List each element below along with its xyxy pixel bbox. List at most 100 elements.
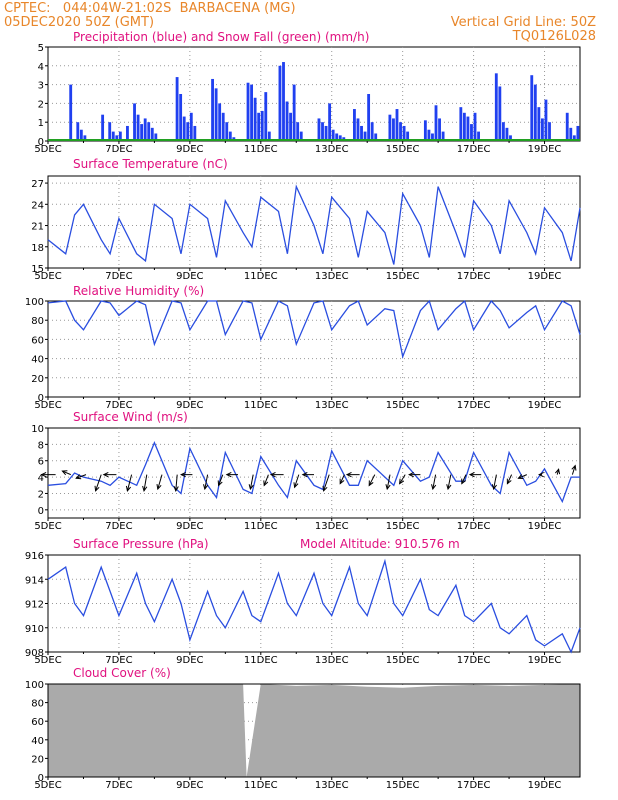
precip-bar bbox=[264, 92, 268, 141]
wind-arrow-head bbox=[446, 484, 452, 491]
wind-arrow-head bbox=[322, 485, 328, 492]
wind-arrow-head bbox=[571, 464, 577, 471]
panel-frame bbox=[47, 300, 581, 398]
precip-bar bbox=[292, 84, 296, 141]
wind-arrow-head bbox=[248, 484, 254, 491]
x-tick-label: 15DEC bbox=[386, 780, 420, 791]
x-tick-label: 17DEC bbox=[457, 655, 491, 666]
precip-bar bbox=[533, 84, 537, 141]
y-tick-label: 3 bbox=[38, 81, 44, 92]
panel-annotation: Model Altitude: 910.576 m bbox=[300, 537, 460, 551]
x-tick-label: 15DEC bbox=[386, 655, 420, 666]
precip-bar bbox=[470, 124, 473, 141]
y-tick-label: 4 bbox=[38, 473, 44, 484]
y-tick-label: 0 bbox=[38, 137, 44, 148]
wind-arrow-head bbox=[345, 472, 352, 478]
x-tick-label: 5DEC bbox=[34, 655, 61, 666]
precip-bar bbox=[285, 101, 289, 141]
precip-bar bbox=[331, 129, 335, 141]
precip-bar bbox=[335, 133, 339, 141]
wind-arrow bbox=[263, 474, 269, 486]
wind-arrow-head bbox=[538, 472, 544, 478]
y-tick-label: 10 bbox=[31, 424, 44, 435]
y-tick-label: 8 bbox=[38, 440, 44, 451]
x-tick-label: 5DEC bbox=[34, 144, 61, 155]
wind-arrow bbox=[493, 474, 497, 490]
x-tick-label: 7DEC bbox=[105, 400, 132, 411]
precip-bar bbox=[111, 131, 115, 141]
y-tick-label: 20 bbox=[31, 754, 44, 765]
wind-arrow-head bbox=[263, 480, 269, 487]
x-tick-label: 9DEC bbox=[176, 521, 203, 532]
y-tick-label: 1 bbox=[38, 118, 44, 129]
precip-bar bbox=[459, 107, 463, 141]
wind-arrow-head bbox=[517, 474, 524, 479]
precip-bar bbox=[338, 135, 342, 141]
precip-bar bbox=[501, 122, 505, 141]
precip-bar bbox=[569, 127, 573, 141]
x-tick-label: 11DEC bbox=[244, 521, 278, 532]
y-tick-label: 2 bbox=[38, 99, 44, 110]
y-tick-label: 27 bbox=[31, 179, 44, 190]
precip-bar bbox=[370, 122, 374, 141]
wind-arrow bbox=[339, 474, 345, 484]
precip-bar bbox=[402, 125, 406, 141]
x-tick-label: 17DEC bbox=[457, 400, 491, 411]
precip-bar bbox=[324, 125, 328, 141]
y-tick-label: 0 bbox=[38, 506, 44, 517]
x-tick-label: 17DEC bbox=[457, 780, 491, 791]
x-tick-label: 9DEC bbox=[176, 400, 203, 411]
y-tick-label: 4 bbox=[38, 62, 44, 73]
precip-bar bbox=[363, 131, 367, 141]
precip-bar bbox=[473, 112, 477, 141]
x-tick-label: 7DEC bbox=[105, 144, 132, 155]
y-tick-label: 908 bbox=[25, 648, 44, 659]
panel-frame bbox=[47, 175, 581, 269]
precip-bar bbox=[228, 131, 232, 141]
y-tick-label: 5 bbox=[38, 43, 44, 54]
wind-arrow-head bbox=[94, 485, 100, 492]
precip-bar bbox=[147, 122, 151, 141]
precip-bar bbox=[282, 62, 285, 141]
wind-arrow-head bbox=[301, 472, 308, 478]
x-tick-label: 9DEC bbox=[176, 144, 203, 155]
precip-bar bbox=[79, 129, 83, 141]
precip-bar bbox=[353, 109, 356, 141]
x-tick-label: 13DEC bbox=[315, 144, 349, 155]
precip-bar bbox=[441, 131, 445, 141]
wind-arrow-head bbox=[491, 484, 497, 491]
precip-bar bbox=[434, 105, 438, 141]
wind-arrow bbox=[126, 474, 133, 491]
precip-bar bbox=[399, 122, 402, 141]
precip-bar bbox=[267, 131, 271, 141]
x-tick-label: 15DEC bbox=[386, 271, 420, 282]
precip-bar bbox=[133, 103, 136, 141]
wind-arrow-head bbox=[217, 480, 223, 487]
x-tick-label: 11DEC bbox=[244, 655, 278, 666]
precip-bar bbox=[115, 135, 119, 141]
x-tick-label: 9DEC bbox=[176, 271, 203, 282]
precip-bar bbox=[108, 122, 112, 141]
y-tick-label: 40 bbox=[31, 736, 44, 747]
panel-4: 5DEC 7DEC 9DEC 11DEC 13DEC 15DEC 17DEC 19DEC 908… bbox=[25, 537, 581, 666]
wind-arrow-head bbox=[339, 478, 345, 485]
y-tick-label: 15 bbox=[31, 264, 44, 275]
x-tick-label: 19DEC bbox=[528, 655, 562, 666]
x-tick-label: 9DEC bbox=[176, 780, 203, 791]
precip-bar bbox=[395, 109, 399, 141]
series-line bbox=[47, 299, 581, 360]
wind-arrow-head bbox=[554, 468, 561, 475]
x-tick-label: 11DEC bbox=[244, 271, 278, 282]
x-tick-label: 19DEC bbox=[528, 521, 562, 532]
header-model-id: TQ0126L028 bbox=[512, 29, 596, 44]
wind-arrow-head bbox=[142, 485, 148, 492]
precip-bar bbox=[253, 97, 257, 141]
y-tick-label: 60 bbox=[31, 335, 44, 346]
wind-arrow-head bbox=[506, 478, 512, 485]
wind-arrow bbox=[432, 474, 437, 490]
precip-bar bbox=[565, 112, 569, 141]
precip-bar bbox=[367, 94, 371, 141]
x-tick-label: 17DEC bbox=[457, 521, 491, 532]
wind-arrow bbox=[218, 474, 224, 486]
x-tick-label: 15DEC bbox=[386, 400, 420, 411]
